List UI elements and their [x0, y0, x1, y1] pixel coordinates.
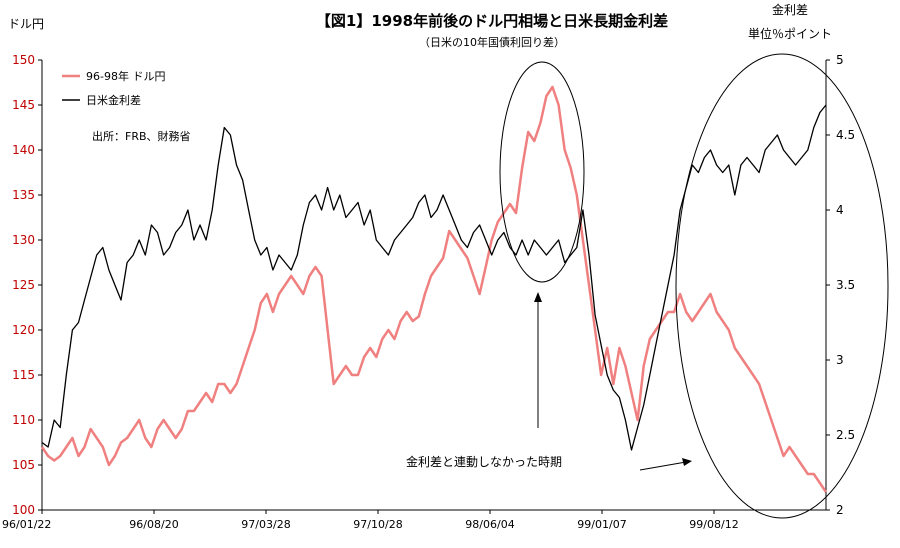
series-layer [40, 85, 828, 493]
right-tick-label: 2.5 [836, 428, 855, 442]
left-tick-label: 115 [12, 368, 35, 382]
left-tick-label: 125 [12, 278, 35, 292]
annotation-text: 金利差と連動しなかった時期 [406, 454, 562, 469]
x-tick-label: 99/08/12 [689, 518, 738, 531]
left-axis-unit: ドル円 [8, 17, 44, 31]
chart-subtitle: （日米の10年国債利回り差） [419, 35, 565, 49]
right-tick-labels: 2 2.5 3 3.5 4 4.5 5 [826, 53, 855, 517]
series-line-rate-spread [41, 104, 827, 451]
x-tick-label: 97/10/28 [353, 518, 402, 531]
right-tick-label: 4 [836, 203, 844, 217]
right-axis-unit-line2: 単位％ポイント [748, 26, 832, 41]
left-tick-label: 100 [12, 503, 35, 517]
annotation-ellipse-1998 [499, 61, 585, 283]
left-tick-label: 145 [12, 98, 35, 112]
legend: 96-98年 ドル円 日米金利差 [62, 69, 165, 107]
left-tick-label: 140 [12, 143, 35, 157]
right-tick-label: 5 [836, 53, 844, 67]
right-tick-label: 3.5 [836, 278, 855, 292]
annotation-arrow-right [639, 461, 687, 471]
x-tick-label: 96/01/22 [2, 518, 51, 531]
right-tick-label: 2 [836, 503, 844, 517]
left-tick-label: 130 [12, 233, 35, 247]
legend-label-spread: 日米金利差 [86, 93, 141, 107]
right-tick-label: 3 [836, 353, 844, 367]
annotation-ellipse-1999 [675, 53, 889, 519]
x-tick-label: 99/01/07 [577, 518, 626, 531]
left-tick-labels: 100 105 110 115 120 125 130 135 140 145 150 [12, 53, 42, 517]
left-tick-label: 110 [12, 413, 35, 427]
x-tick-label: 96/08/20 [129, 518, 178, 531]
series-line-usdjpy [40, 85, 828, 493]
plot-area [41, 60, 827, 511]
source-note: 出所：FRB、財務省 [92, 129, 191, 143]
x-tick-labels: 96/01/22 96/08/20 97/03/28 97/10/28 98/06/04… [2, 510, 739, 531]
legend-label-usdjpy: 96-98年 ドル円 [86, 69, 165, 83]
right-axis-unit-line1: 金利差 [772, 2, 808, 17]
left-tick-label: 135 [12, 188, 35, 202]
x-tick-label: 97/03/28 [241, 518, 290, 531]
annotation-arrow-up-head [534, 292, 542, 302]
chart-title: 【図1】1998年前後のドル円相場と日米長期金利差 [316, 12, 668, 30]
x-tick-label: 98/06/04 [465, 518, 514, 531]
left-tick-label: 105 [12, 458, 35, 472]
left-tick-label: 120 [12, 323, 35, 337]
left-tick-label: 150 [12, 53, 35, 67]
annotation-arrow-right-head [682, 458, 692, 466]
right-tick-label: 4.5 [836, 128, 855, 142]
